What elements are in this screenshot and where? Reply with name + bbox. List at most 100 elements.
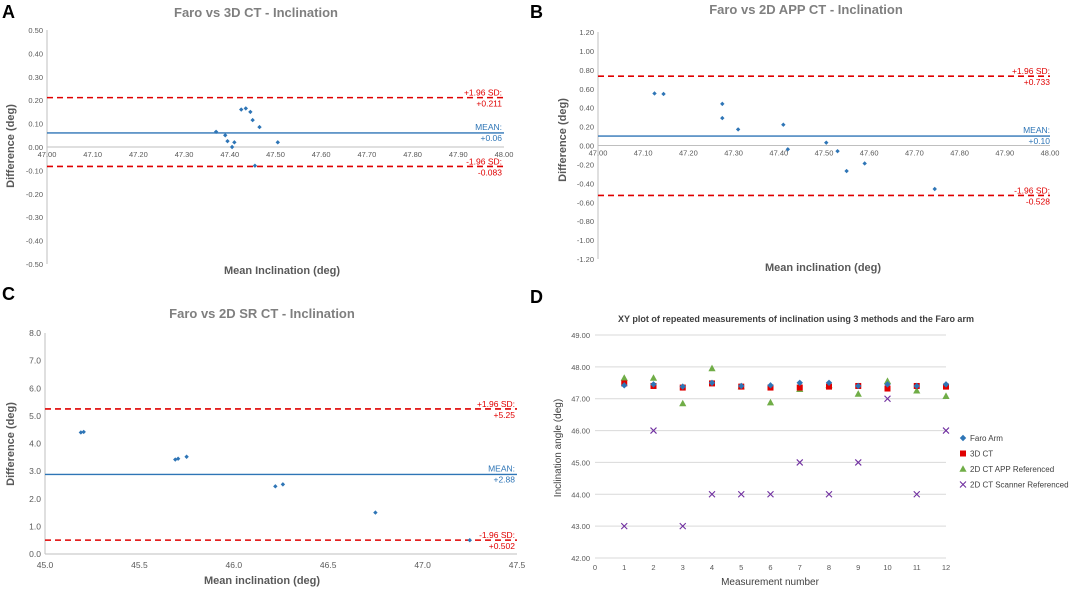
panel-d-faro-arm-point — [621, 382, 628, 389]
panel-d: D XY plot of repeated measurements of in… — [530, 287, 1069, 588]
panel-a-y-tick-label: 0.40 — [28, 49, 43, 58]
panel-a-x-tick-label: 47.00 — [38, 150, 57, 159]
panel-d-2d-ct-app-referenced-point — [766, 398, 775, 406]
panel-c-lower-value: +0.502 — [489, 541, 516, 551]
panel-d-plot: 49.00 48.00 47.00 46.00 45.00 44.00 43.00 42.00… — [571, 331, 950, 572]
panel-d-faro-arm-point — [738, 382, 745, 390]
panel-d-3d-ct-point — [826, 383, 832, 390]
panel-a-data-point — [243, 106, 248, 111]
panel-a-y-tick-label: -0.30 — [26, 213, 43, 222]
panel-d-y-tick-label: 48.00 — [571, 363, 590, 372]
panel-c-upper-label: +1.96 SD: — [477, 399, 515, 409]
panel-b: B Faro vs 2D APP CT - Inclination Mean i… — [530, 2, 1059, 274]
panel-b-y-tick-label: -1.20 — [577, 255, 594, 264]
panel-b-x-tick-label: 47.90 — [995, 149, 1014, 158]
panel-b-y-tick-label: 0.20 — [579, 123, 594, 132]
panel-d-2d-ct-scanner-referenced-point — [708, 490, 716, 498]
panel-b-data-point — [735, 127, 741, 132]
panel-d-x-tick-label: 0 — [593, 563, 597, 572]
panel-c-y-tick-label: 4.0 — [29, 439, 41, 449]
panel-d-faro-arm-point — [913, 382, 920, 390]
panel-a-y-tick-label: 0.10 — [28, 120, 43, 129]
panel-d-x-tick-label: 12 — [942, 563, 950, 572]
panel-c-y-tick-label: 6.0 — [29, 383, 41, 393]
panel-b-mean-label: MEAN: — [1023, 125, 1050, 135]
panel-b-x-tick-label: 47.50 — [815, 149, 834, 158]
panel-c-letter: C — [2, 284, 15, 304]
panel-d-y-tick-label: 42.00 — [571, 554, 590, 563]
panel-b-data-point — [862, 161, 867, 166]
panel-b-data-point — [835, 148, 840, 154]
panel-c-plot: 8.0 7.0 6.0 5.0 4.0 3.0 2.0 1.0 0.045.0 45.5 46.0 4… — [29, 328, 525, 570]
panel-d-2d-ct-scanner-referenced-point — [942, 427, 950, 434]
panel-d-x-tick-label: 2 — [651, 563, 655, 572]
panel-b-data-point — [661, 91, 666, 97]
panel-d-2d-ct-app-referenced-point — [649, 374, 658, 381]
panel-a-data-point — [223, 133, 228, 138]
panel-a-data-point — [275, 140, 280, 145]
panel-a-y-tick-label: -0.10 — [26, 166, 43, 175]
panel-d-title: XY plot of repeated measurements of incl… — [618, 314, 974, 324]
panel-d-legend-marker-2 — [960, 450, 966, 457]
panel-d-x-tick-label: 5 — [739, 563, 743, 572]
panel-d-y-tick-label: 49.00 — [571, 331, 590, 340]
panel-d-faro-arm-point — [825, 379, 833, 386]
panel-d-2d-ct-scanner-referenced-point — [767, 490, 774, 498]
panel-d-legend-marker-1 — [959, 434, 967, 442]
panel-d-letter: D — [530, 287, 543, 307]
panel-d-2d-ct-scanner-referenced-point — [913, 490, 921, 498]
panel-c-y-tick-label: 0.0 — [29, 549, 41, 559]
panel-d-faro-arm-point — [679, 383, 686, 390]
panel-d-2d-ct-scanner-referenced-point — [796, 459, 804, 466]
panel-b-data-point — [781, 122, 786, 127]
panel-d-2d-ct-app-referenced-point — [883, 377, 892, 384]
panel-a-x-tick-label: 47.50 — [266, 150, 285, 159]
panel-d-2d-ct-scanner-referenced-point — [884, 395, 891, 403]
panel-b-y-tick-label: -0.80 — [577, 217, 594, 226]
panel-c-x-tick-label: 45.5 — [131, 560, 148, 570]
panel-d-faro-arm-point — [855, 382, 862, 390]
panel-d-2d-ct-scanner-referenced-point — [650, 427, 657, 434]
panel-a-y-tick-label: 0.20 — [28, 96, 43, 105]
panel-b-upper-value: +0.733 — [1024, 77, 1051, 87]
panel-d-legend-marker-4 — [959, 481, 967, 488]
panel-d-2d-ct-app-referenced-point — [942, 392, 950, 399]
panel-c-title: Faro vs 2D SR CT - Inclination — [169, 306, 355, 321]
panel-d-legend-label-4: 2D CT Scanner Referenced — [970, 481, 1069, 490]
panel-d-3d-ct-point — [796, 384, 803, 391]
panel-a-x-tick-label: 47.90 — [449, 150, 468, 159]
panel-d-legend-label-3: 2D CT APP Referenced — [970, 465, 1054, 474]
panel-a-data-point — [252, 163, 258, 168]
panel-a-upper-value: +0.211 — [476, 99, 502, 109]
panel-c-data-point — [175, 456, 181, 461]
panel-a-plot: 0.50 0.40 0.30 0.20 0.10 0.00 -0.10 -0.20 -0.30 -… — [26, 26, 514, 269]
panel-d-x-tick-label: 1 — [622, 563, 626, 572]
panel-b-data-point — [720, 101, 725, 107]
panel-d-y-tick-label: 46.00 — [571, 427, 590, 436]
panel-b-y-tick-label: 0.40 — [579, 104, 594, 113]
panel-a-x-tick-label: 47.30 — [175, 150, 194, 159]
panel-c-y-tick-label: 3.0 — [29, 466, 41, 476]
panel-d-2d-ct-scanner-referenced-point — [737, 490, 745, 498]
panel-a-letter: A — [2, 2, 15, 22]
panel-b-title: Faro vs 2D APP CT - Inclination — [709, 2, 903, 17]
panel-c-x-tick-label: 47.5 — [509, 560, 526, 570]
panel-a-lower-label: -1.96 SD: — [466, 156, 502, 166]
panel-d-x-tick-label: 3 — [681, 563, 685, 572]
panel-a-data-point — [239, 107, 244, 112]
panel-c-y-tick-label: 7.0 — [29, 356, 41, 366]
panel-b-ylabel: Difference (deg) — [557, 98, 569, 182]
panel-b-x-tick-label: 47.80 — [950, 149, 969, 158]
panel-b-x-tick-label: 47.20 — [679, 149, 698, 158]
panel-b-data-point — [932, 186, 937, 192]
panel-d-2d-ct-scanner-referenced-point — [854, 459, 862, 466]
panel-d-x-tick-label: 7 — [798, 563, 802, 572]
panel-d-x-tick-label: 11 — [913, 563, 921, 572]
panel-d-xlabel: Measurement number — [721, 577, 819, 588]
panel-a-x-tick-label: 48.00 — [495, 150, 514, 159]
panel-a-data-point — [257, 124, 262, 130]
panel-d-faro-arm-point — [650, 381, 657, 388]
panel-a-data-point — [225, 138, 230, 144]
panel-a-lower-value: -0.083 — [478, 167, 502, 177]
